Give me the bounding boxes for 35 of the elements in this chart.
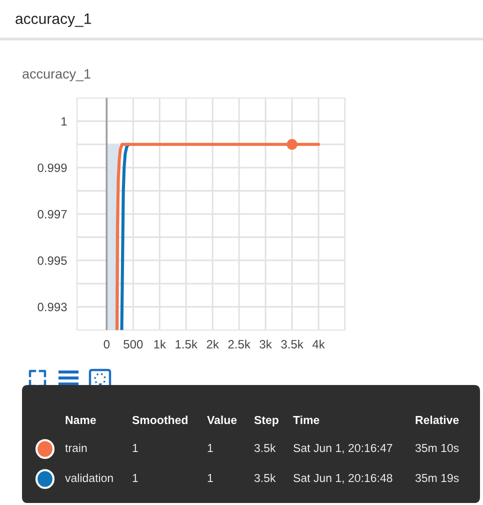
legend-label: train	[65, 444, 87, 452]
text: Step	[254, 416, 278, 426]
x-tick-label: 0	[104, 340, 110, 349]
text: Name	[66, 416, 96, 424]
x-tick-label: 3k	[260, 340, 272, 349]
text: 1	[208, 444, 213, 452]
text: Relative	[416, 416, 459, 424]
line-series	[115, 142, 320, 330]
text: 3.5k	[254, 444, 276, 452]
x-tick-label: 4k	[312, 340, 325, 348]
x-tick-label: 2k	[206, 340, 219, 348]
text: Smoothed	[132, 416, 188, 424]
text: 3.5k	[254, 474, 276, 482]
x-tick-label: 3.5k	[281, 340, 304, 349]
text: 1	[208, 474, 213, 482]
x-tick-label: 1k	[154, 340, 166, 348]
x-tick-label: 1.5k	[176, 340, 198, 349]
text: Value	[207, 416, 237, 424]
y-tick-label: 0.999	[38, 164, 67, 172]
x-tick-label: 500	[124, 340, 143, 349]
text: Sat Jun 1, 20:16:47	[294, 444, 392, 454]
text: Sat Jun 1, 20:16:48	[294, 474, 392, 484]
text: 35m 19s	[415, 474, 459, 482]
y-tick-label: 0.997	[38, 210, 67, 218]
y-tick-label: 0.995	[38, 256, 67, 265]
text: 1	[132, 474, 138, 482]
chart-title: accuracy_1	[16, 14, 91, 27]
text: 35m 10s	[415, 444, 459, 452]
text: Time	[293, 416, 320, 424]
text: 1	[132, 444, 138, 452]
chart-subtitle: accuracy_1	[22, 69, 90, 82]
x-tick-label: 2.5k	[228, 340, 250, 349]
y-tick-label: 0.993	[38, 302, 67, 312]
y-tick-label: 1	[62, 117, 67, 126]
legend-label: validation	[65, 474, 113, 482]
